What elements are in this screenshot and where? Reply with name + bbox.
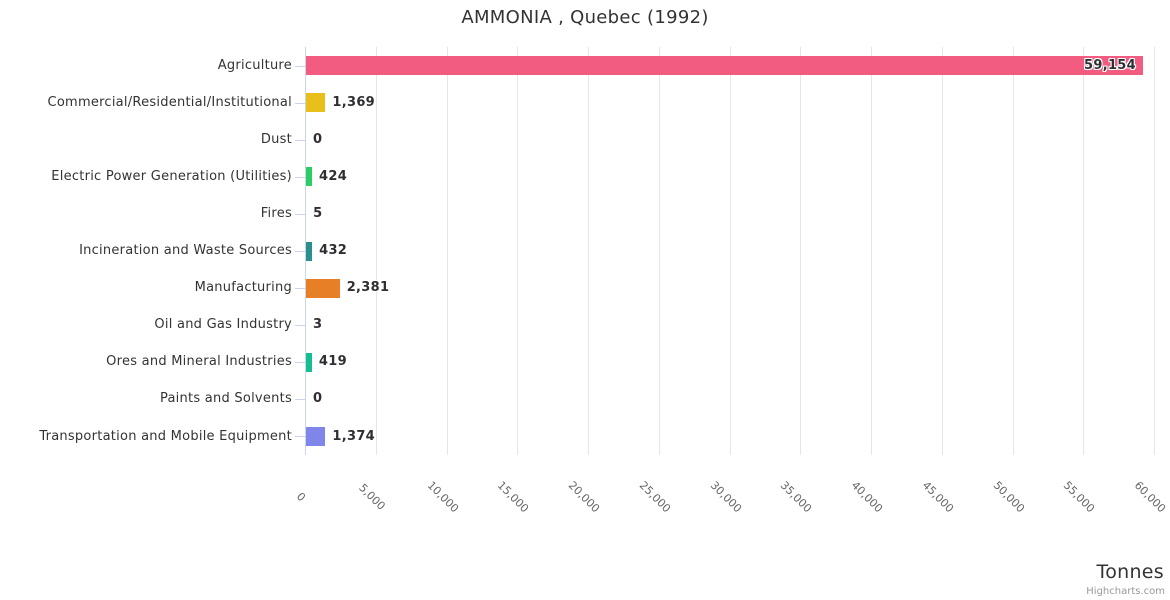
- bar[interactable]: [306, 167, 312, 187]
- category-label: Commercial/Residential/Institutional: [47, 94, 292, 110]
- x-axis-tick-label: 30,000: [707, 478, 744, 516]
- category-axis-line: [305, 47, 306, 455]
- value-axis-title: Tonnes: [1096, 561, 1164, 583]
- value-label: 0: [313, 391, 323, 407]
- category-tick: [295, 325, 305, 326]
- value-label: 59,154: [1084, 57, 1136, 73]
- value-label: 424: [319, 168, 348, 184]
- category-tick: [295, 103, 305, 104]
- x-axis-tick-label: 50,000: [990, 478, 1027, 516]
- gridline: [871, 47, 872, 455]
- gridline: [941, 47, 943, 455]
- gridline: [446, 47, 448, 455]
- x-axis-tick-label: 35,000: [778, 478, 815, 516]
- x-axis-tick-label: 0: [293, 489, 309, 505]
- bar[interactable]: [306, 93, 326, 113]
- value-label: 1,369: [332, 94, 376, 110]
- x-axis-tick-label: 60,000: [1131, 478, 1169, 516]
- bar[interactable]: [306, 56, 1143, 75]
- x-axis-tick-label: 5,000: [356, 481, 388, 513]
- x-axis-tick-label: 10,000: [424, 478, 461, 516]
- bar[interactable]: [306, 352, 312, 372]
- category-tick: [295, 251, 305, 252]
- category-tick: [295, 436, 305, 437]
- chart-title: AMMONIA , Quebec (1992): [461, 7, 709, 28]
- value-label: 2,381: [346, 280, 390, 296]
- value-label: 419: [318, 354, 347, 370]
- category-label: Ores and Mineral Industries: [106, 354, 292, 370]
- value-label: 5: [313, 205, 323, 221]
- value-label: 0: [313, 131, 323, 147]
- gridline: [1012, 47, 1014, 455]
- value-label: 432: [319, 243, 348, 258]
- x-axis-tick-label: 45,000: [919, 478, 957, 516]
- category-label: Fires: [260, 205, 292, 221]
- category-label: Manufacturing: [194, 280, 292, 296]
- gridline: [729, 47, 731, 455]
- category-label: Incineration and Waste Sources: [79, 243, 292, 258]
- category-tick: [295, 140, 305, 141]
- gridline: [588, 47, 589, 455]
- category-label: Paints and Solvents: [159, 391, 292, 407]
- bar[interactable]: [306, 278, 340, 298]
- category-tick: [295, 66, 305, 67]
- gridline: [375, 47, 377, 455]
- category-label: Electric Power Generation (Utilities): [51, 168, 292, 184]
- category-tick: [295, 214, 305, 215]
- category-tick: [295, 288, 305, 289]
- category-label: Oil and Gas Industry: [154, 317, 292, 333]
- x-axis-tick-label: 15,000: [495, 478, 532, 516]
- gridline: [658, 47, 660, 455]
- x-axis-tick-label: 40,000: [848, 478, 886, 516]
- gridline: [1154, 47, 1155, 455]
- x-axis-tick-label: 55,000: [1061, 478, 1098, 516]
- bar[interactable]: [306, 427, 326, 446]
- gridline: [800, 47, 802, 455]
- value-label: 1,374: [332, 428, 376, 444]
- gridline: [517, 47, 519, 455]
- value-label: 3: [313, 317, 323, 333]
- category-tick: [295, 399, 305, 400]
- category-label: Transportation and Mobile Equipment: [39, 428, 292, 444]
- highcharts-credit[interactable]: Highcharts.com: [1086, 586, 1165, 597]
- category-label: Agriculture: [217, 57, 292, 73]
- bar[interactable]: [306, 241, 313, 261]
- category-label: Dust: [260, 131, 292, 147]
- category-tick: [295, 177, 305, 178]
- category-tick: [295, 362, 305, 363]
- x-axis-tick-label: 20,000: [565, 478, 603, 516]
- x-axis-tick-label: 25,000: [636, 478, 674, 516]
- gridline: [1083, 47, 1085, 455]
